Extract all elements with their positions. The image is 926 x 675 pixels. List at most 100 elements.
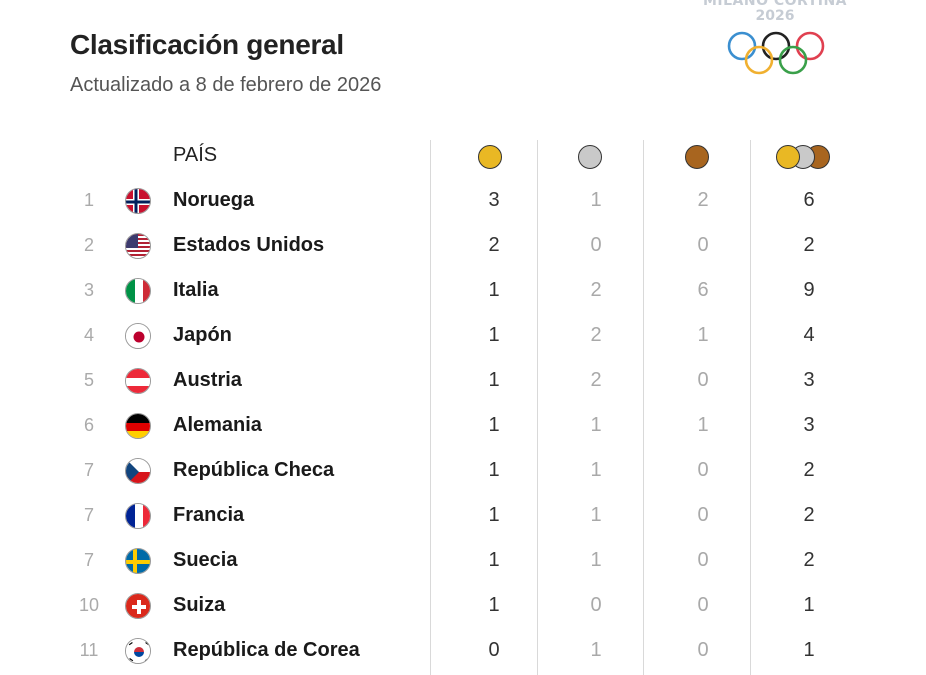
bronze-count: 0 xyxy=(697,549,709,571)
rank: 7 xyxy=(83,460,94,480)
flag-switzerland-icon xyxy=(125,593,151,619)
total-count: 2 xyxy=(803,549,815,571)
flag-usa-icon xyxy=(125,233,151,259)
flag-czechia-icon xyxy=(125,458,151,484)
total-medals-icon xyxy=(776,145,836,169)
flag-france-icon xyxy=(125,503,151,529)
country-name: República Checa xyxy=(173,459,335,481)
page-subtitle: Actualizado a 8 de febrero de 2026 xyxy=(70,74,382,96)
divider xyxy=(643,140,644,675)
gold-medal-icon xyxy=(776,145,800,169)
rank: 3 xyxy=(83,280,94,300)
divider xyxy=(537,140,538,675)
bronze-count: 0 xyxy=(697,594,709,616)
bronze-count: 0 xyxy=(697,639,709,661)
bronze-count: 1 xyxy=(697,414,709,436)
country-name: Alemania xyxy=(173,414,262,436)
total-count: 3 xyxy=(803,369,815,391)
country-name: Japón xyxy=(173,324,232,346)
table-row: 7 Suecia 1 1 0 2 xyxy=(0,538,926,583)
divider xyxy=(750,140,751,675)
bronze-count: 0 xyxy=(697,234,709,256)
bronze-count: 6 xyxy=(697,279,709,301)
gold-count: 1 xyxy=(488,369,500,391)
rank: 4 xyxy=(83,325,94,345)
table-row: 2 Estados Unidos 2 0 0 2 xyxy=(0,223,926,268)
logo-name: MILANO CORTINA xyxy=(702,0,848,9)
country-name: Suiza xyxy=(173,594,226,616)
silver-count: 2 xyxy=(590,279,602,301)
flag-norway-icon xyxy=(125,188,151,214)
table-row: 7 República Checa 1 1 0 2 xyxy=(0,448,926,493)
gold-count: 1 xyxy=(488,324,500,346)
gold-count: 1 xyxy=(488,549,500,571)
total-count: 2 xyxy=(803,504,815,526)
table-row: 4 Japón 1 2 1 4 xyxy=(0,313,926,358)
gold-count: 1 xyxy=(488,594,500,616)
total-count: 9 xyxy=(803,279,815,301)
silver-count: 1 xyxy=(590,504,602,526)
page-title: Clasificación general xyxy=(70,29,344,60)
flag-sweden-icon xyxy=(125,548,151,574)
country-column-header: PAÍS xyxy=(173,144,218,166)
gold-count: 1 xyxy=(488,279,500,301)
total-count: 2 xyxy=(803,234,815,256)
silver-count: 2 xyxy=(590,369,602,391)
rank: 10 xyxy=(78,595,100,615)
gold-count: 3 xyxy=(488,189,500,211)
bronze-medal-icon xyxy=(685,145,709,169)
table-row: 10 Suiza 1 0 0 1 xyxy=(0,583,926,628)
olympic-rings-icon xyxy=(727,31,825,75)
logo-year: 2026 xyxy=(755,8,795,24)
silver-count: 2 xyxy=(590,324,602,346)
bronze-count: 1 xyxy=(697,324,709,346)
flag-japan-icon xyxy=(125,323,151,349)
gold-count: 1 xyxy=(488,414,500,436)
rank: 1 xyxy=(83,190,94,210)
silver-count: 0 xyxy=(590,594,602,616)
country-name: Francia xyxy=(173,504,245,526)
medal-table: 1 Noruega 3 1 2 6 2 Estados Unidos 2 0 0… xyxy=(0,178,926,673)
gold-count: 0 xyxy=(488,639,500,661)
divider xyxy=(430,140,431,675)
flag-korea-icon xyxy=(125,638,151,664)
country-name: Austria xyxy=(173,369,242,391)
rank: 5 xyxy=(83,370,94,390)
total-count: 4 xyxy=(803,324,815,346)
rank: 6 xyxy=(83,415,94,435)
flag-germany-icon xyxy=(125,413,151,439)
country-name: República de Corea xyxy=(173,639,360,661)
table-row: 5 Austria 1 2 0 3 xyxy=(0,358,926,403)
country-name: Noruega xyxy=(173,189,255,211)
rank: 2 xyxy=(83,235,94,255)
silver-count: 0 xyxy=(590,234,602,256)
silver-count: 1 xyxy=(590,549,602,571)
total-count: 3 xyxy=(803,414,815,436)
gold-count: 2 xyxy=(488,234,500,256)
table-header: PAÍS xyxy=(0,140,926,174)
bronze-count: 2 xyxy=(697,189,709,211)
gold-count: 1 xyxy=(488,459,500,481)
country-name: Suecia xyxy=(173,549,238,571)
bronze-count: 0 xyxy=(697,459,709,481)
flag-austria-icon xyxy=(125,368,151,394)
table-row: 1 Noruega 3 1 2 6 xyxy=(0,178,926,223)
rank: 11 xyxy=(79,640,99,660)
olympic-logo: MILANO CORTINA 2026 xyxy=(690,0,860,80)
gold-count: 1 xyxy=(488,504,500,526)
table-row: 11 República de Corea 0 1 0 1 xyxy=(0,628,926,673)
total-count: 1 xyxy=(803,594,815,616)
flag-italy-icon xyxy=(125,278,151,304)
table-row: 7 Francia 1 1 0 2 xyxy=(0,493,926,538)
total-count: 2 xyxy=(803,459,815,481)
silver-count: 1 xyxy=(590,414,602,436)
rank: 7 xyxy=(83,550,94,570)
country-name: Italia xyxy=(173,279,219,301)
silver-count: 1 xyxy=(590,459,602,481)
table-row: 3 Italia 1 2 6 9 xyxy=(0,268,926,313)
bronze-count: 0 xyxy=(697,504,709,526)
total-count: 1 xyxy=(803,639,815,661)
rank: 7 xyxy=(83,505,94,525)
bronze-count: 0 xyxy=(697,369,709,391)
country-name: Estados Unidos xyxy=(173,234,325,256)
